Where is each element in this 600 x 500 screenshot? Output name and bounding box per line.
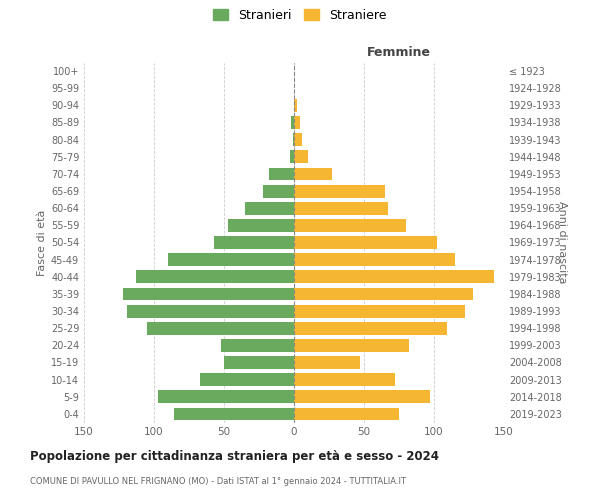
- Bar: [123, 288, 294, 300]
- Bar: [294, 116, 299, 129]
- Bar: [245, 202, 294, 214]
- Text: COMUNE DI PAVULLO NEL FRIGNANO (MO) - Dati ISTAT al 1° gennaio 2024 - TUTTITALIA: COMUNE DI PAVULLO NEL FRIGNANO (MO) - Da…: [30, 478, 406, 486]
- Bar: [294, 390, 430, 403]
- Bar: [269, 168, 294, 180]
- Text: Popolazione per cittadinanza straniera per età e sesso - 2024: Popolazione per cittadinanza straniera p…: [30, 450, 439, 463]
- Bar: [294, 408, 399, 420]
- Legend: Stranieri, Straniere: Stranieri, Straniere: [211, 6, 389, 24]
- Bar: [294, 304, 465, 318]
- Bar: [228, 219, 294, 232]
- Bar: [294, 270, 494, 283]
- Bar: [294, 322, 446, 334]
- Bar: [294, 184, 385, 198]
- Bar: [221, 339, 294, 352]
- Bar: [290, 150, 294, 163]
- Bar: [294, 339, 409, 352]
- Bar: [291, 116, 294, 129]
- Bar: [158, 390, 294, 403]
- Bar: [294, 168, 332, 180]
- Bar: [294, 288, 473, 300]
- Bar: [127, 304, 294, 318]
- Bar: [263, 184, 294, 198]
- Bar: [294, 373, 395, 386]
- Bar: [200, 373, 294, 386]
- Bar: [294, 253, 455, 266]
- Bar: [294, 219, 406, 232]
- Bar: [173, 408, 294, 420]
- Bar: [294, 150, 308, 163]
- Bar: [168, 253, 294, 266]
- Bar: [294, 356, 360, 369]
- Bar: [214, 236, 294, 249]
- Bar: [136, 270, 294, 283]
- Bar: [294, 202, 388, 214]
- Bar: [294, 133, 302, 146]
- Bar: [294, 99, 297, 112]
- Bar: [294, 236, 437, 249]
- Y-axis label: Fasce di età: Fasce di età: [37, 210, 47, 276]
- Bar: [147, 322, 294, 334]
- Text: Femmine: Femmine: [367, 46, 431, 59]
- Bar: [224, 356, 294, 369]
- Y-axis label: Anni di nascita: Anni di nascita: [557, 201, 567, 284]
- Bar: [293, 133, 294, 146]
